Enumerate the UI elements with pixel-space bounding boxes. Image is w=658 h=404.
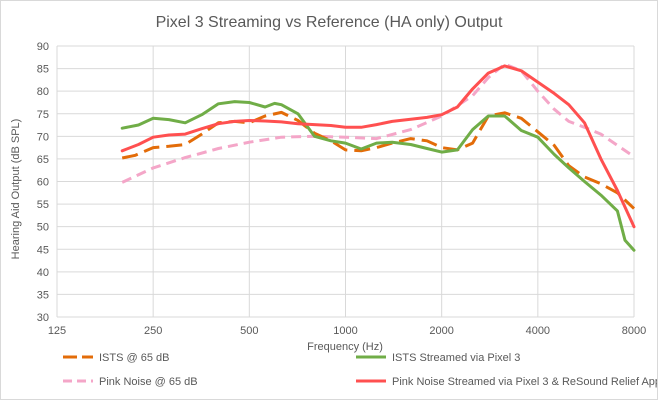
legend-label: ISTS @ 65 dB [99,352,169,364]
y-tick-label: 80 [37,86,49,98]
y-tick-label: 75 [37,109,49,121]
series-lines [120,62,636,252]
y-tick-label: 90 [37,41,49,53]
chart-title: Pixel 3 Streaming vs Reference (HA only)… [156,14,503,31]
grid [56,45,635,318]
legend: ISTS @ 65 dB ISTS Streamed via Pixel 3 Pin… [63,352,658,388]
y-tick-label: 50 [37,222,49,234]
y-tick-label: 85 [37,64,49,76]
y-tick-label: 60 [37,177,49,189]
x-tick-label: 125 [48,325,66,337]
legend-label: Pink Noise Streamed via Pixel 3 & ReSoun… [392,376,657,388]
y-tick-label: 55 [37,199,49,211]
y-tick-labels: 30 35 40 45 50 55 60 65 70 75 80 85 90 [37,41,49,324]
y-tick-label: 40 [37,267,49,279]
y-tick-label: 65 [37,154,49,166]
y-tick-label: 35 [37,289,49,301]
series-line-0 [121,110,636,210]
x-axis-label: Frequency (Hz) [307,341,383,353]
x-tick-label: 500 [240,325,258,337]
y-tick-label: 30 [37,312,49,324]
x-tick-label: 4000 [526,325,550,337]
series-line-3 [120,64,636,229]
legend-label: Pink Noise @ 65 dB [99,376,198,388]
x-tick-label: 250 [144,325,162,337]
y-axis-label: Hearing Aid Output (dB SPL) [10,119,22,260]
series-line-1 [120,100,636,252]
x-tick-label: 2000 [429,325,453,337]
y-tick-label: 45 [37,244,49,256]
x-tick-label: 8000 [622,325,646,337]
series-line-2 [121,62,635,184]
x-tick-labels: 125 250 500 1000 2000 4000 8000 [48,325,646,337]
legend-label: ISTS Streamed via Pixel 3 [392,352,520,364]
x-tick-label: 1000 [333,325,357,337]
y-tick-label: 70 [37,131,49,143]
